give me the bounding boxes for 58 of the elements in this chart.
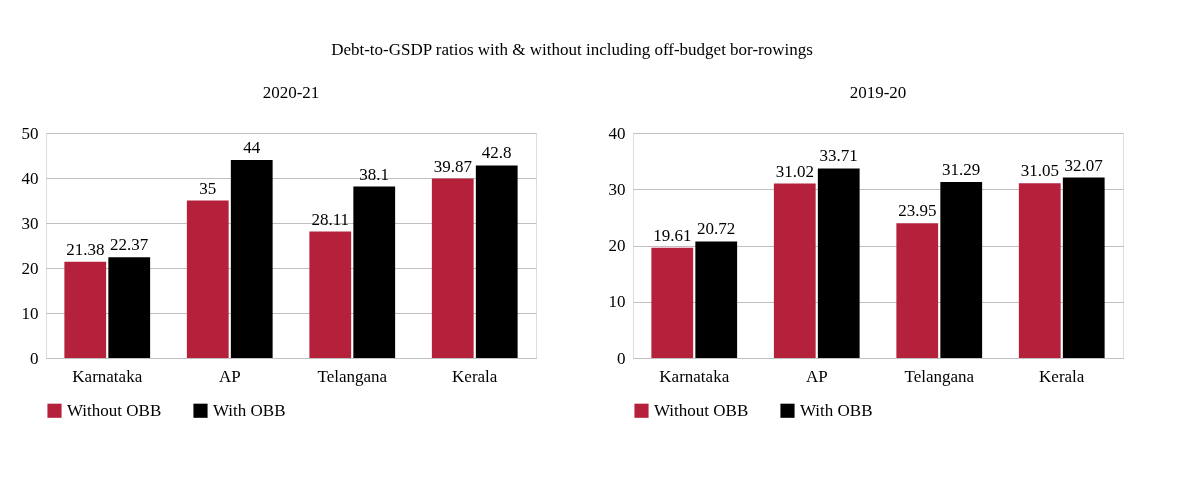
- data-label: 31.29: [942, 159, 981, 179]
- x-tick-label: Karnataka: [72, 366, 143, 386]
- bar: [896, 223, 939, 358]
- bar: [1062, 177, 1105, 358]
- x-tick-label: Karnataka: [659, 366, 730, 386]
- data-label: 35: [199, 178, 217, 198]
- bar: [230, 160, 273, 358]
- x-tick-label: AP: [805, 366, 828, 386]
- y-tick-label: 20: [21, 258, 39, 278]
- legend-label: Without OBB: [654, 400, 749, 420]
- chart-title: 2020-21: [262, 83, 320, 102]
- y-tick-label: 50: [21, 123, 39, 143]
- bar: [817, 168, 860, 358]
- data-label: 44: [243, 138, 261, 157]
- y-tick-label: 30: [608, 179, 626, 199]
- bar: [475, 165, 518, 358]
- bar: [353, 186, 396, 358]
- data-label: 21.38: [66, 239, 105, 259]
- bar: [309, 231, 352, 358]
- data-label: 20.72: [697, 219, 736, 239]
- bar: [64, 261, 107, 358]
- text: Debt-to-GSDP ratios with & without including off-budget bor-rowings: [331, 39, 813, 59]
- bar: [773, 183, 816, 358]
- chart-title: 2019-20: [849, 83, 907, 102]
- data-label: 28.11: [311, 209, 350, 229]
- y-tick-label: 10: [21, 303, 39, 323]
- bar: [431, 178, 474, 358]
- data-label: 33.71: [819, 146, 858, 166]
- legend-label: With OBB: [213, 400, 286, 420]
- x-tick-label: Kerala: [452, 366, 498, 386]
- bar: [186, 200, 229, 358]
- data-label: 32.07: [1064, 155, 1104, 175]
- x-tick-label: Telangana: [317, 366, 388, 386]
- bar: [1018, 183, 1061, 358]
- data-label: 23.95: [898, 201, 937, 221]
- x-tick-label: Telangana: [904, 366, 975, 386]
- y-tick-label: 0: [30, 348, 39, 368]
- y-tick-label: 30: [21, 213, 39, 233]
- y-tick-label: 0: [617, 348, 626, 368]
- bar: [108, 257, 151, 358]
- legend-label: Without OBB: [67, 400, 162, 420]
- y-tick-label: 40: [608, 123, 626, 143]
- x-tick-label: Kerala: [1039, 366, 1085, 386]
- data-label: 42.8: [481, 143, 512, 163]
- legend-label: With OBB: [800, 400, 873, 420]
- data-label: 31.02: [775, 161, 814, 181]
- bar: [651, 247, 694, 358]
- data-label: 31.05: [1020, 161, 1059, 181]
- bar: [940, 181, 983, 358]
- bar: [695, 241, 738, 358]
- data-label: 19.61: [653, 225, 692, 245]
- x-tick-label: AP: [218, 366, 241, 386]
- data-label: 39.87: [433, 156, 473, 176]
- data-label: 22.37: [110, 235, 149, 255]
- y-tick-label: 10: [608, 292, 626, 312]
- y-tick-label: 20: [608, 236, 626, 255]
- data-label: 38.1: [359, 164, 390, 184]
- y-tick-label: 40: [21, 168, 39, 188]
